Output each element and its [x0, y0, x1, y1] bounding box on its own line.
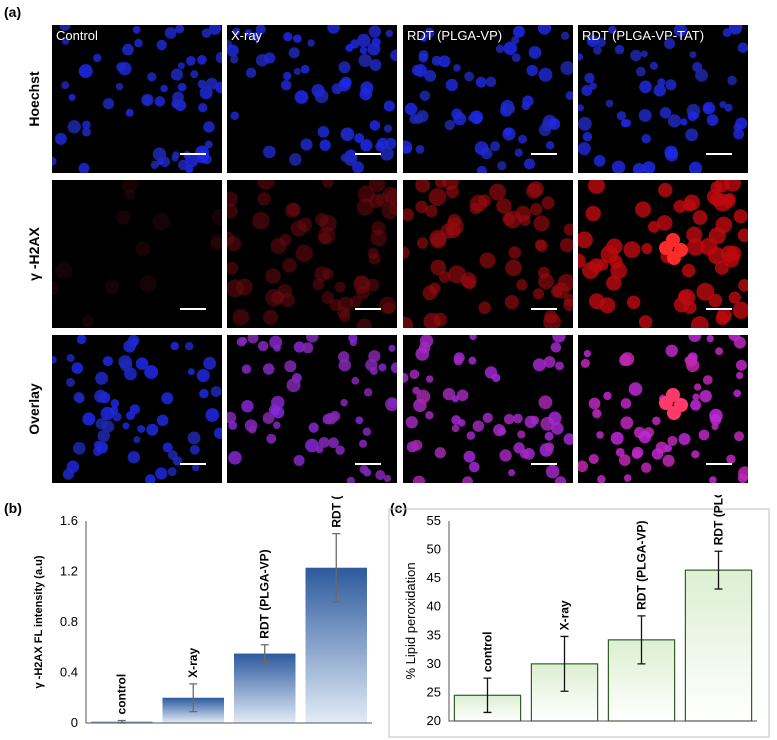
category-label-2: RDT (PLGA-VP) — [258, 549, 272, 638]
error-bar-0 — [483, 677, 492, 714]
panel-b-label: (b) — [4, 500, 22, 516]
category-label-0: control — [481, 631, 495, 672]
column-title-rdt-plga-vp: RDT (PLGA-VP) — [407, 28, 503, 43]
category-label-3: RDT (PLGA-VP-TAT) — [712, 495, 726, 545]
scale-bar — [706, 463, 732, 465]
scale-bar — [180, 463, 206, 465]
axes — [85, 521, 372, 724]
micrograph-hoechst-xray: X-ray — [227, 25, 397, 173]
micrograph-hoechst-rdt-plga-vp: RDT (PLGA-VP) — [403, 25, 573, 173]
error-bar-1 — [560, 635, 569, 692]
micrograph-overlay-rdt-plga-vp-tat — [578, 335, 748, 483]
micrograph-h2ax-xray — [227, 180, 397, 328]
bar-3 — [684, 569, 753, 722]
error-bar-2 — [637, 615, 646, 665]
micrograph-overlay-control — [52, 335, 222, 483]
row-label-overlay: Overlay — [26, 383, 42, 435]
y-tick-label: 1.6 — [60, 513, 78, 528]
micrograph-h2ax-control — [52, 180, 222, 328]
column-title-control: Control — [56, 28, 98, 43]
category-label-0: control — [115, 674, 129, 715]
category-label-1: X-ray — [558, 600, 572, 630]
y-tick-label: 50 — [427, 542, 441, 557]
y-tick-label: 25 — [427, 684, 441, 699]
chart-b-h2ax: 0 0.4 0.8 1.2 1.6 γ -H2AX FL intensity (a.u) c… — [33, 495, 372, 730]
y-tick-label: 55 — [427, 513, 441, 528]
panel-c-label: (c) — [390, 500, 408, 516]
error-bar-1 — [189, 683, 198, 713]
category-label-2: RDT (PLGA-VP) — [635, 521, 649, 610]
y-tick-label: 0.4 — [60, 665, 78, 680]
y-tick-label: 0.8 — [60, 614, 78, 629]
panel-a-label: (a) — [4, 4, 22, 20]
scale-bar — [355, 308, 381, 310]
error-bar-2 — [260, 644, 269, 664]
y-tick-label: 45 — [427, 570, 441, 585]
chart-c-lipid: 20 25 30 35 40 45 50 55 % Lipid peroxidation cont… — [388, 495, 770, 738]
axes — [448, 521, 757, 722]
row-label-h2ax: γ -H2AX — [26, 227, 42, 281]
micrograph-hoechst-rdt-plga-vp-tat: RDT (PLGA-VP-TAT) — [578, 25, 748, 173]
micrograph-h2ax-rdt-plga-vp-tat — [578, 180, 748, 328]
y-axis-label: % Lipid peroxidation — [403, 562, 418, 679]
scale-bar — [531, 153, 557, 155]
column-title-xray: X-ray — [231, 28, 263, 43]
scale-bar — [706, 308, 732, 310]
row-label-hoechst: Hoechst — [26, 71, 42, 127]
error-bar-3 — [714, 550, 723, 590]
scale-bar — [355, 463, 381, 465]
y-tick-label: 20 — [427, 713, 441, 728]
micrograph-overlay-rdt-plga-vp — [403, 335, 573, 483]
micrograph-overlay-xray — [227, 335, 397, 483]
column-title-rdt-plga-vp-tat: RDT (PLGA-VP-TAT) — [582, 28, 705, 43]
y-tick-label: 40 — [427, 599, 441, 614]
scale-bar — [531, 463, 557, 465]
category-label-1: X-ray — [186, 648, 200, 678]
scale-bar — [706, 153, 732, 155]
y-tick-label: 1.2 — [60, 564, 78, 579]
bar-2 — [234, 653, 296, 723]
category-label-3: RDT (PLGA-VP-TAT) — [329, 495, 343, 528]
y-axis-label: γ -H2AX FL intensity (a.u) — [33, 555, 45, 688]
scale-bar — [180, 308, 206, 310]
y-tick-label: 30 — [427, 656, 441, 671]
chart-frame — [388, 508, 770, 738]
micrograph-hoechst-control: Control — [52, 25, 222, 173]
scale-bar — [531, 308, 557, 310]
y-tick-label: 35 — [427, 627, 441, 642]
error-bar-3 — [332, 532, 341, 603]
scale-bar — [355, 153, 381, 155]
micrograph-h2ax-rdt-plga-vp — [403, 180, 573, 328]
scale-bar — [180, 153, 206, 155]
y-tick-label: 0 — [71, 715, 78, 730]
